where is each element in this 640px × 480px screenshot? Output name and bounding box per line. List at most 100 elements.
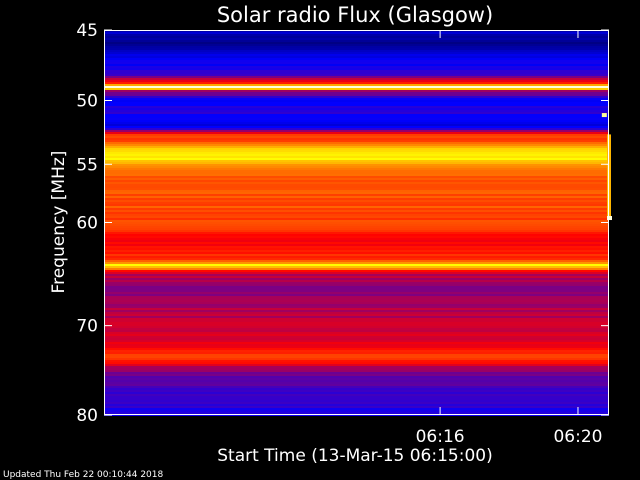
- heatmap-row: [104, 192, 609, 194]
- heatmap-row: [104, 318, 609, 320]
- heatmap-row: [104, 244, 609, 246]
- heatmap-row: [104, 70, 609, 72]
- heatmap-row: [104, 52, 609, 54]
- heatmap-row: [104, 310, 609, 312]
- heatmap-row: [104, 130, 609, 132]
- heatmap-row: [104, 298, 609, 300]
- heatmap-row: [104, 400, 609, 402]
- heatmap-row: [104, 344, 609, 346]
- heatmap-row: [104, 182, 609, 184]
- heatmap-row: [104, 134, 609, 136]
- heatmap-row: [104, 166, 609, 168]
- heatmap-row: [104, 246, 609, 248]
- heatmap-row: [104, 126, 609, 128]
- heatmap-row: [104, 314, 609, 316]
- heatmap-row: [104, 254, 609, 256]
- y-tick-label: 55: [76, 155, 98, 175]
- heatmap-row: [104, 92, 609, 94]
- heatmap-row: [104, 284, 609, 286]
- heatmap-row: [104, 194, 609, 196]
- heatmap-row: [104, 336, 609, 338]
- heatmap-row: [104, 370, 609, 372]
- heatmap-row: [104, 378, 609, 380]
- heatmap-row: [104, 304, 609, 306]
- heatmap-row: [104, 268, 609, 270]
- heatmap-row: [104, 270, 609, 272]
- heatmap-row: [104, 232, 609, 234]
- heatmap-row: [104, 136, 609, 138]
- heatmap-row: [104, 328, 609, 330]
- heatmap-row: [104, 392, 609, 394]
- heatmap-row: [104, 364, 609, 366]
- heatmap-row: [104, 48, 609, 50]
- heatmap-row: [104, 202, 609, 204]
- heatmap-row: [104, 88, 609, 90]
- heatmap-row: [104, 354, 609, 356]
- heatmap-row: [104, 236, 609, 238]
- chart-title: Solar radio Flux (Glasgow): [217, 3, 493, 27]
- heatmap-row: [104, 104, 609, 106]
- heatmap-row: [104, 350, 609, 352]
- heatmap-row: [104, 262, 609, 264]
- heatmap-row: [104, 186, 609, 188]
- heatmap-row: [104, 256, 609, 258]
- heatmap-row: [104, 64, 609, 66]
- heatmap-row: [104, 162, 609, 164]
- heatmap-row: [104, 184, 609, 186]
- x-axis-label: Start Time (13-Mar-15 06:15:00): [217, 446, 492, 466]
- heatmap-row: [104, 152, 609, 154]
- heatmap-row: [104, 332, 609, 334]
- y-axis-ticks: 45 50 55 60 70 80: [76, 21, 609, 426]
- heatmap-row: [104, 324, 609, 326]
- heatmap-row: [104, 288, 609, 290]
- heatmap-row: [104, 222, 609, 224]
- heatmap-row: [104, 118, 609, 120]
- heatmap-row: [104, 164, 609, 166]
- heatmap-row: [104, 274, 609, 276]
- heatmap-row: [104, 206, 609, 208]
- heatmap-row: [104, 72, 609, 74]
- heatmap-row: [104, 240, 609, 242]
- heatmap-row: [104, 248, 609, 250]
- heatmap-row: [104, 112, 609, 114]
- heatmap-row: [104, 228, 609, 230]
- heatmap-row: [104, 252, 609, 254]
- heatmap-row: [104, 374, 609, 376]
- spot-feature: [607, 216, 612, 221]
- heatmap-row: [104, 144, 609, 146]
- x-tick-label: 06:16: [416, 427, 465, 447]
- heatmap-row: [104, 210, 609, 212]
- heatmap-row: [104, 306, 609, 308]
- heatmap-row: [104, 60, 609, 62]
- heatmap-row: [104, 160, 609, 162]
- heatmap-row: [104, 272, 609, 274]
- heatmap-row: [104, 200, 609, 202]
- heatmap-row: [104, 308, 609, 310]
- heatmap-row: [104, 156, 609, 158]
- heatmap-row: [104, 150, 609, 152]
- heatmap-row: [104, 188, 609, 190]
- heatmap-row: [104, 348, 609, 350]
- heatmap-row: [104, 224, 609, 226]
- updated-timestamp: Updated Thu Feb 22 00:10:44 2018: [3, 470, 164, 480]
- y-axis-label: Frequency [MHz]: [49, 151, 69, 294]
- heatmap-row: [104, 286, 609, 288]
- heatmap-row: [104, 116, 609, 118]
- heatmap-row: [104, 334, 609, 336]
- heatmap-row: [104, 402, 609, 404]
- heatmap-row: [104, 106, 609, 108]
- heatmap-row: [104, 172, 609, 174]
- heatmap-row: [104, 326, 609, 328]
- heatmap-row: [104, 140, 609, 142]
- heatmap-row: [104, 132, 609, 134]
- heatmap-row: [104, 40, 609, 42]
- heatmap-row: [104, 368, 609, 370]
- heatmap-row: [104, 226, 609, 228]
- heatmap-row: [104, 68, 609, 70]
- heatmap-row: [104, 362, 609, 364]
- heatmap-row: [104, 280, 609, 282]
- heatmap-row: [104, 62, 609, 64]
- heatmap-row: [104, 46, 609, 48]
- y-tick-label: 60: [76, 214, 98, 234]
- heatmap-row: [104, 124, 609, 126]
